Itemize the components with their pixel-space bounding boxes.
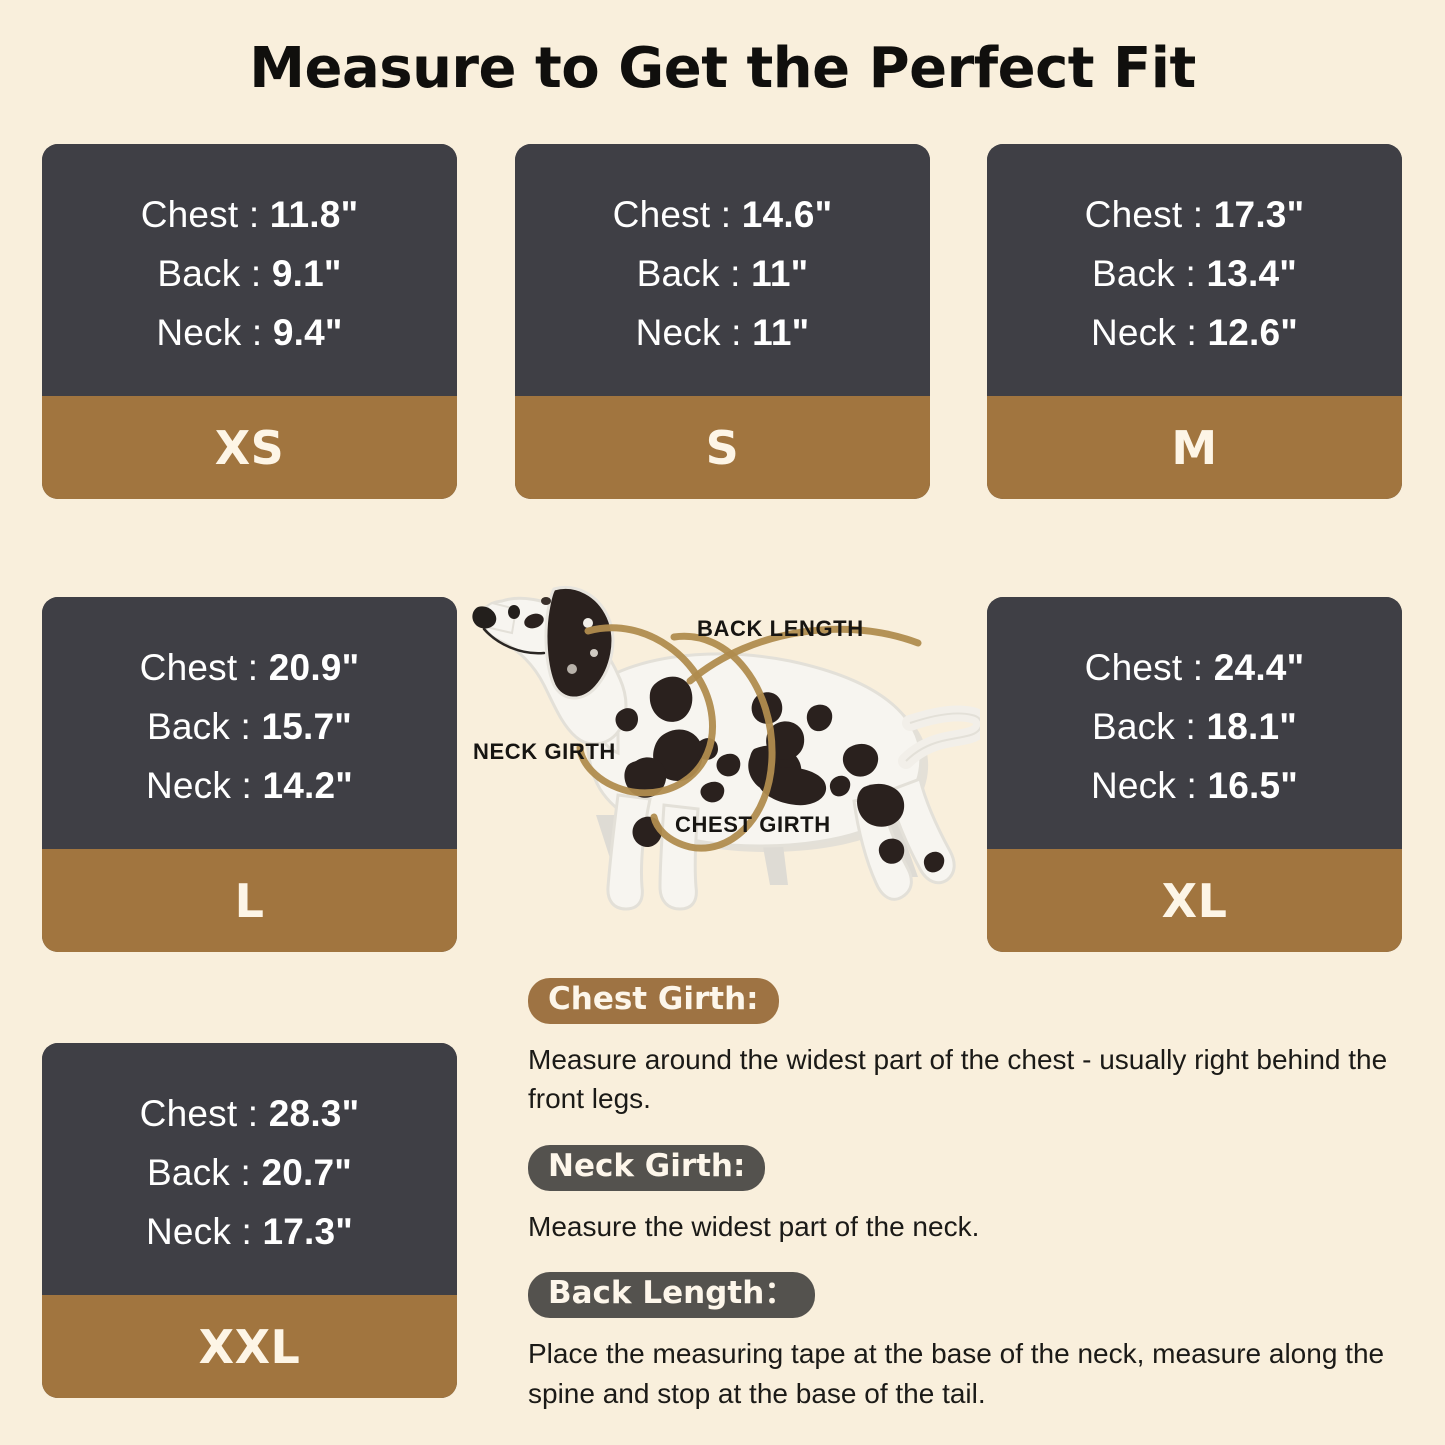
back-label: Back :: [636, 252, 741, 294]
size-name: XL: [1161, 873, 1228, 928]
neck-girth-diagram-label: NECK GIRTH: [473, 739, 616, 764]
size-card-footer: XS: [42, 396, 457, 499]
neck-measurement: Neck : 17.3": [146, 1213, 353, 1250]
size-card-xl: Chest : 24.4" Back : 18.1" Neck : 16.5" …: [987, 597, 1402, 952]
chest-label: Chest :: [139, 646, 259, 688]
back-value: 18.1": [1206, 705, 1298, 747]
back-length-diagram-label: BACK LENGTH: [697, 616, 864, 641]
chest-value: 28.3": [268, 1092, 360, 1134]
size-card-measurements: Chest : 17.3" Back : 13.4" Neck : 12.6": [987, 144, 1402, 396]
dog-measurement-diagram: [468, 565, 980, 925]
chest-value: 17.3": [1213, 193, 1305, 235]
back-value: 20.7": [261, 1151, 353, 1193]
neck-measurement: Neck : 11": [636, 314, 810, 351]
size-name: XXL: [198, 1319, 301, 1374]
neck-value: 16.5": [1207, 764, 1299, 806]
chest-girth-instruction-text: Measure around the widest part of the ch…: [528, 1043, 1388, 1115]
back-measurement: Back : 13.4": [1092, 255, 1297, 292]
chest-label: Chest :: [612, 193, 732, 235]
neck-label: Neck :: [156, 311, 263, 353]
size-name: S: [705, 420, 740, 475]
neck-value: 11": [752, 311, 810, 353]
chest-measurement: Chest : 20.9": [140, 649, 360, 686]
back-measurement: Back : 11": [637, 255, 809, 292]
back-measurement: Back : 18.1": [1092, 708, 1297, 745]
dog-body: [472, 586, 980, 911]
size-card-xxl: Chest : 28.3" Back : 20.7" Neck : 17.3" …: [42, 1043, 457, 1398]
instruction-neck-girth: Neck Girth: Measure the widest part of t…: [528, 1145, 1400, 1246]
size-card-footer: S: [515, 396, 930, 499]
chest-measurement: Chest : 24.4": [1085, 649, 1305, 686]
neck-label: Neck :: [1090, 311, 1197, 353]
chest-girth-diagram-label: CHEST GIRTH: [675, 812, 831, 837]
size-card-m: Chest : 17.3" Back : 13.4" Neck : 12.6" …: [987, 144, 1402, 499]
chest-value: 24.4": [1213, 646, 1305, 688]
neck-label: Neck :: [145, 764, 252, 806]
back-label: Back :: [146, 1151, 251, 1193]
size-card-measurements: Chest : 28.3" Back : 20.7" Neck : 17.3": [42, 1043, 457, 1295]
size-name: M: [1171, 420, 1218, 475]
back-label: Back :: [157, 252, 262, 294]
neck-label: Neck :: [145, 1210, 252, 1252]
size-card-measurements: Chest : 14.6" Back : 11" Neck : 11": [515, 144, 930, 396]
neck-value: 9.4": [272, 311, 343, 353]
page-title: Measure to Get the Perfect Fit: [249, 36, 1196, 101]
size-card-l: Chest : 20.9" Back : 15.7" Neck : 14.2" …: [42, 597, 457, 952]
back-measurement: Back : 20.7": [147, 1154, 352, 1191]
instruction-chest-girth: Chest Girth: Measure around the widest p…: [528, 978, 1400, 1119]
chest-measurement: Chest : 17.3": [1085, 196, 1305, 233]
size-card-xs: Chest : 11.8" Back : 9.1" Neck : 9.4" XS: [42, 144, 457, 499]
back-length-instruction-text: Place the measuring tape at the base of …: [528, 1337, 1385, 1409]
back-value: 11": [751, 252, 809, 294]
back-measurement: Back : 9.1": [157, 255, 341, 292]
back-value: 15.7": [261, 705, 353, 747]
chest-label: Chest :: [139, 1092, 259, 1134]
neck-value: 12.6": [1207, 311, 1299, 353]
size-card-footer: XXL: [42, 1295, 457, 1398]
size-card-footer: M: [987, 396, 1402, 499]
size-name: XS: [214, 420, 285, 475]
chest-value: 20.9": [268, 646, 360, 688]
chest-value: 14.6": [741, 193, 833, 235]
size-name: L: [234, 873, 265, 928]
neck-label: Neck :: [635, 311, 742, 353]
instruction-back-length: Back Length： Place the measuring tape at…: [528, 1272, 1400, 1413]
chest-girth-heading-badge: Chest Girth:: [528, 978, 779, 1024]
back-label: Back :: [1091, 252, 1196, 294]
size-card-measurements: Chest : 11.8" Back : 9.1" Neck : 9.4": [42, 144, 457, 396]
back-value: 13.4": [1206, 252, 1298, 294]
size-card-measurements: Chest : 24.4" Back : 18.1" Neck : 16.5": [987, 597, 1402, 849]
chest-label: Chest :: [1084, 646, 1204, 688]
size-card-measurements: Chest : 20.9" Back : 15.7" Neck : 14.2": [42, 597, 457, 849]
measuring-instructions: Chest Girth: Measure around the widest p…: [528, 978, 1400, 1413]
neck-measurement: Neck : 9.4": [156, 314, 342, 351]
neck-value: 14.2": [262, 764, 354, 806]
back-label: Back :: [1091, 705, 1196, 747]
neck-measurement: Neck : 14.2": [146, 767, 353, 804]
neck-measurement: Neck : 12.6": [1091, 314, 1298, 351]
chest-measurement: Chest : 14.6": [613, 196, 833, 233]
neck-value: 17.3": [262, 1210, 354, 1252]
chest-value: 11.8": [269, 193, 359, 235]
size-card-footer: L: [42, 849, 457, 952]
chest-measurement: Chest : 28.3": [140, 1095, 360, 1132]
neck-measurement: Neck : 16.5": [1091, 767, 1298, 804]
size-card-s: Chest : 14.6" Back : 11" Neck : 11" S: [515, 144, 930, 499]
back-value: 9.1": [271, 252, 342, 294]
neck-girth-instruction-text: Measure the widest part of the neck.: [528, 1210, 980, 1242]
neck-label: Neck :: [1090, 764, 1197, 806]
back-length-heading-badge: Back Length：: [528, 1272, 816, 1318]
size-card-footer: XL: [987, 849, 1402, 952]
chest-label: Chest :: [140, 193, 260, 235]
back-label: Back :: [146, 705, 251, 747]
chest-measurement: Chest : 11.8": [141, 196, 359, 233]
measurement-tape-lines: [576, 624, 922, 852]
neck-girth-heading-badge: Neck Girth:: [528, 1145, 766, 1191]
back-measurement: Back : 15.7": [147, 708, 352, 745]
chest-label: Chest :: [1084, 193, 1204, 235]
